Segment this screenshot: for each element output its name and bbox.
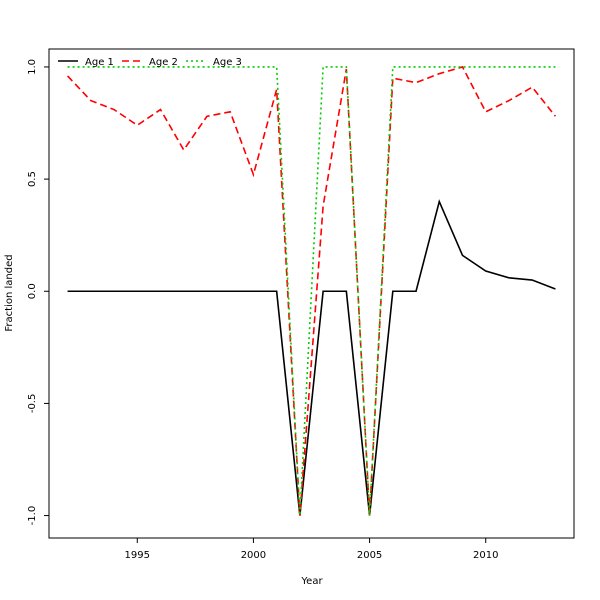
legend: Age 1 Age 2 Age 3 <box>58 57 242 68</box>
x-tick-label: 1995 <box>125 550 150 561</box>
x-tick-label: 2005 <box>357 550 382 561</box>
y-tick-label: -1.0 <box>27 506 38 526</box>
x-axis: 1995 2000 2005 2010 <box>125 538 498 561</box>
y-tick-label: -0.5 <box>27 394 38 414</box>
y-tick-label: 0.0 <box>27 283 38 299</box>
x-tick-label: 2010 <box>473 550 498 561</box>
series-line-age-2 <box>66 65 557 516</box>
y-axis-label: Fraction landed <box>4 254 15 331</box>
legend-label-age-3: Age 3 <box>213 57 242 68</box>
legend-label-age-1: Age 1 <box>85 57 114 68</box>
x-tick-label: 2000 <box>241 550 266 561</box>
y-axis: -1.0 -0.5 0.0 0.5 1.0 <box>27 59 49 525</box>
y-tick-label: 1.0 <box>27 59 38 75</box>
plot-frame <box>48 48 575 539</box>
series-line-age-3 <box>67 66 556 516</box>
x-axis-label: Year <box>300 576 323 587</box>
legend-label-age-2: Age 2 <box>149 57 178 68</box>
series-layer <box>66 65 557 516</box>
y-tick-label: 0.5 <box>27 171 38 187</box>
series-line-age-1 <box>67 199 556 516</box>
